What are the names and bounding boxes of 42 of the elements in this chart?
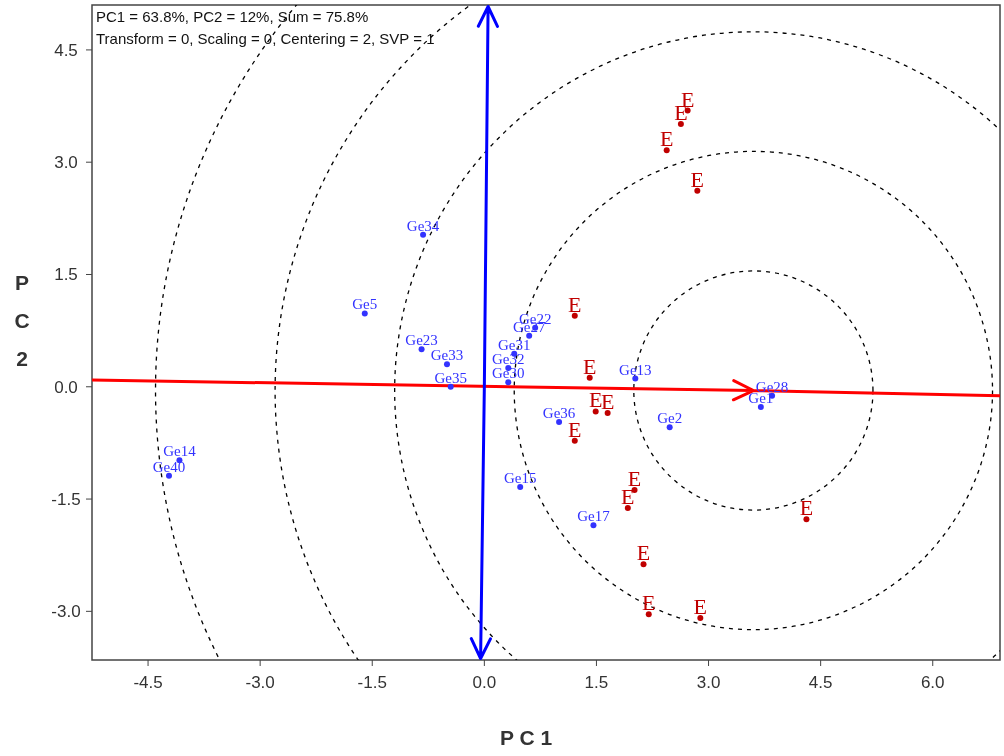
data-label: Ge33 xyxy=(430,347,464,364)
data-label: E xyxy=(690,166,705,192)
y-tick-label: -3.0 xyxy=(51,602,81,622)
y-tick-label: 4.5 xyxy=(54,40,78,60)
data-label: E xyxy=(642,590,656,616)
data-label: Ge15 xyxy=(503,470,537,487)
x-tick-label: -1.5 xyxy=(357,673,387,692)
x-tick-label: 0.0 xyxy=(472,673,497,692)
data-label: E xyxy=(588,387,603,413)
data-label: E xyxy=(693,594,708,620)
x-tick-label: 6.0 xyxy=(920,673,945,692)
data-label: Ge34 xyxy=(406,217,440,234)
annotation: Transform = 0, Scaling = 0, Centering = 2, SVP = 1 xyxy=(96,30,435,47)
x-tick-label: 4.5 xyxy=(808,673,833,692)
annotation: PC1 = 63.8%, PC2 = 12%, Sum = 75.8% xyxy=(96,8,369,25)
data-label: Ge14 xyxy=(163,443,197,460)
x-axis-title: P C 1 xyxy=(499,726,553,749)
y-tick-label: -1.5 xyxy=(51,490,81,510)
data-label: Ge23 xyxy=(405,332,438,349)
y-tick-label: 1.5 xyxy=(54,265,78,285)
data-label: Ge35 xyxy=(434,369,467,386)
data-label: E xyxy=(568,291,582,317)
data-label: Ge31 xyxy=(497,336,531,353)
data-label: E xyxy=(600,388,615,414)
x-tick-label: -3.0 xyxy=(245,673,275,692)
data-label: Ge36 xyxy=(542,404,576,421)
data-label: Ge2 xyxy=(657,410,683,427)
data-label: E xyxy=(799,495,814,521)
data-label: Ge40 xyxy=(152,458,186,475)
y-axis-title: P C 2 xyxy=(14,271,30,370)
x-tick-label: 3.0 xyxy=(696,673,721,692)
data-label: E xyxy=(659,126,674,152)
data-label: Ge13 xyxy=(619,361,652,378)
data-label: Ge5 xyxy=(352,296,378,313)
y-tick-label: 0.0 xyxy=(54,377,78,397)
x-tick-label: -4.5 xyxy=(133,673,163,692)
data-label: E xyxy=(582,353,597,379)
data-label: E xyxy=(636,540,651,566)
y-tick-label: 3.0 xyxy=(54,153,78,173)
data-label: Ge30 xyxy=(492,365,525,382)
data-label: Ge17 xyxy=(577,508,611,525)
x-tick-label: 1.5 xyxy=(584,673,609,692)
